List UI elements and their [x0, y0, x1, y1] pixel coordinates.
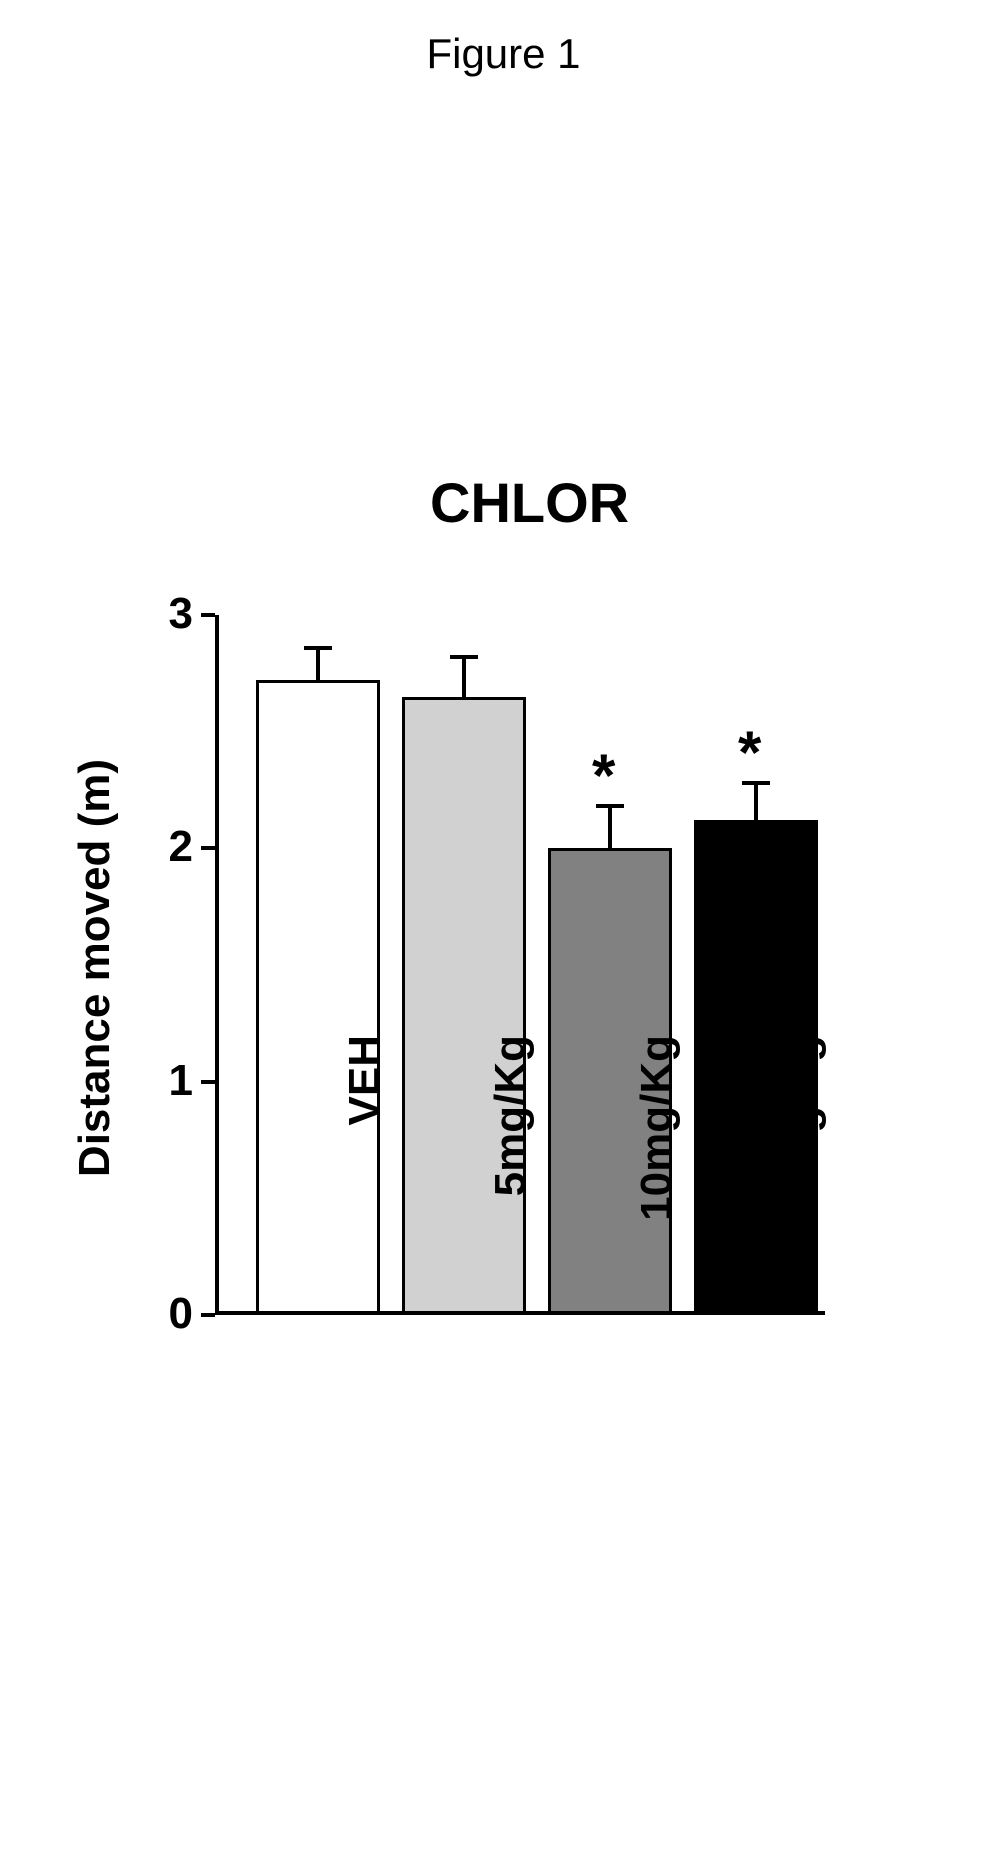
bar-chart: 0123VEH5mg/Kg*10mg/Kg*20mg/Kg Distance m… [215, 615, 825, 1315]
y-tick [201, 846, 215, 850]
plot-area: 0123VEH5mg/Kg*10mg/Kg*20mg/Kg [215, 615, 825, 1315]
y-tick-label: 1 [133, 1056, 193, 1106]
y-axis-label: Distance moved (m) [70, 618, 120, 1318]
error-bar-stem [608, 806, 612, 848]
y-tick-label: 3 [133, 589, 193, 639]
x-tick-label: 10mg/Kg [632, 1035, 682, 1335]
figure-title: Figure 1 [0, 30, 1007, 78]
y-tick-label: 0 [133, 1289, 193, 1339]
y-axis-line [215, 615, 219, 1315]
error-bar-stem [316, 648, 320, 681]
significance-marker: * [738, 718, 761, 787]
error-bar-cap [450, 655, 478, 659]
error-bar-cap [304, 646, 332, 650]
chart-title: CHLOR [430, 470, 629, 535]
y-tick [201, 613, 215, 617]
error-bar-stem [462, 657, 466, 697]
x-tick-label: 5mg/Kg [486, 1035, 536, 1335]
x-tick-label: VEH [340, 1035, 390, 1335]
significance-marker: * [592, 741, 615, 810]
y-tick-label: 2 [133, 822, 193, 872]
error-bar-stem [754, 783, 758, 820]
y-tick [201, 1080, 215, 1084]
x-tick-label: 20mg/Kg [778, 1035, 828, 1335]
y-tick [201, 1313, 215, 1317]
